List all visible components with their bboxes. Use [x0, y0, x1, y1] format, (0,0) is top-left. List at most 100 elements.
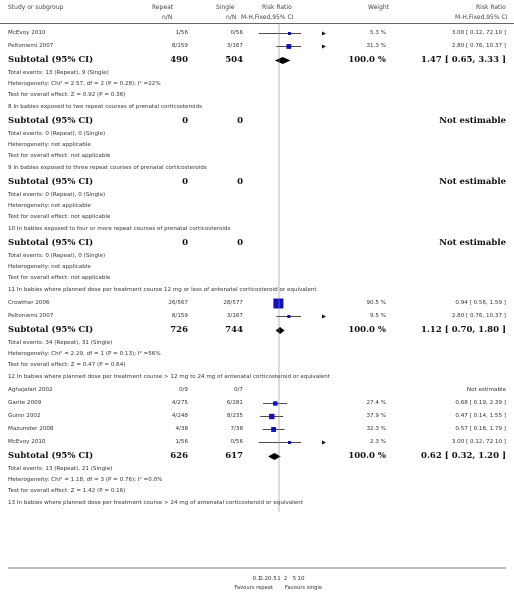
study-row: Peltoniemi 2007 8/159 3/167 9.5 % 2.80 [ 0.7… [0, 310, 514, 323]
study-point-estimate [269, 413, 275, 420]
subtotal-single-n: 0 [237, 116, 243, 126]
stat-text: Heterogeneity: not applicable [8, 142, 91, 148]
study-row: Guinn 2002 4/248 8/235 37.9 % 0.47 [ 0.14, 1… [0, 410, 514, 423]
subtotal-single-n: 617 [225, 451, 243, 461]
stat-text: Heterogeneity: Chi² = 2.29, df = 1 (P = … [8, 351, 161, 357]
stat-row: Heterogeneity: Chi² = 2.57, df = 2 (P = … [0, 79, 514, 90]
single-events: 7/38 [230, 426, 243, 432]
group-label: 8 In babies exposed to two repeat course… [8, 104, 203, 110]
x-tick-label: 5 [293, 576, 297, 582]
repeat-events: 4/275 [171, 400, 188, 406]
study-name: Peltoniemi 2007 [8, 43, 54, 49]
subtotal-repeat-n: 0 [182, 238, 188, 248]
ci-overflow-arrow [322, 44, 326, 49]
study-ci-text: 0.68 [ 0.19, 2.39 ] [455, 400, 506, 406]
stat-row: Test for overall effect: not applicable [0, 151, 514, 162]
stat-text: Heterogeneity: Chi² = 2.57, df = 2 (P = … [8, 81, 161, 87]
repeat-events: 8/159 [171, 43, 188, 49]
subtotal-ci-text: Not estimable [439, 116, 506, 126]
study-weight: 9.5 % [370, 313, 386, 319]
group-label: 13 In babies where planned dose per trea… [8, 500, 303, 506]
study-ci-text: 3.00 [ 0.12, 72.10 ] [451, 30, 506, 36]
stat-row: Total events: 0 (Repeat), 0 (Single) [0, 190, 514, 201]
subtotal-repeat-n: 0 [182, 116, 188, 126]
stat-text: Total events: 0 (Repeat), 0 (Single) [8, 253, 106, 259]
repeat-events: 26/567 [168, 300, 188, 306]
subtotal-ci-text: 1.47 [ 0.65, 3.33 ] [421, 55, 506, 65]
subtotal-label: Subtotal (95% CI) [8, 238, 94, 248]
group-label: 11 In babies where planned dose per trea… [8, 287, 317, 293]
study-weight: 90.5 % [366, 300, 386, 306]
col-rr2-header: Risk Ratio [476, 4, 506, 11]
group-label-row: 10 In babies exposed to four or more rep… [0, 223, 514, 236]
stat-row: Heterogeneity: not applicable [0, 262, 514, 273]
stat-text: Heterogeneity: Chi² = 1.18, df = 3 (P = … [8, 477, 163, 483]
single-events: 0/56 [230, 30, 243, 36]
study-ci-text: 2.80 [ 0.76, 10.37 ] [451, 43, 506, 49]
ci-overflow-arrow [322, 440, 326, 445]
subtotal-weight: 100.0 % [348, 451, 386, 461]
subtotal-label: Subtotal (95% CI) [8, 451, 94, 461]
col-single-header: Single [216, 4, 235, 11]
repeat-events: 8/159 [171, 313, 188, 319]
group-label-row: 8 In babies exposed to two repeat course… [0, 101, 514, 114]
study-name: Aghajafari 2002 [8, 387, 53, 393]
stat-text: Test for overall effect: not applicable [8, 153, 111, 159]
study-point-estimate [287, 441, 291, 444]
stat-text: Test for overall effect: Z = 0.92 (P = 0… [8, 92, 126, 98]
group-label-row: 13 In babies where planned dose per trea… [0, 497, 514, 510]
study-ci-text: Not estimable [466, 387, 506, 393]
repeat-nn-subheader: n/N [162, 14, 173, 21]
study-weight: 2.3 % [370, 439, 386, 445]
stat-row: Test for overall effect: not applicable [0, 273, 514, 284]
subtotal-single-n: 0 [237, 238, 243, 248]
single-events: 8/235 [226, 413, 243, 419]
single-events: 6/281 [226, 400, 243, 406]
x-tick-label: 0.5 [268, 576, 277, 582]
stat-text: Total events: 0 (Repeat), 0 (Single) [8, 131, 106, 137]
stat-text: Total events: 0 (Repeat), 0 (Single) [8, 192, 106, 198]
study-row: Garite 2009 4/275 6/281 27.4 % 0.68 [ 0.19, … [0, 397, 514, 410]
header-divider [0, 23, 514, 24]
subtotal-diamond [268, 453, 281, 460]
study-weight: 5.3 % [370, 30, 386, 36]
study-row: McEvoy 2010 1/56 0/56 2.3 % 3.00 [ 0.12, 72.… [0, 436, 514, 449]
subtotal-single-n: 744 [225, 325, 243, 335]
repeat-events: 4/38 [175, 426, 188, 432]
study-name: Mazumder 2008 [8, 426, 54, 432]
single-nn-subheader: n/N [226, 14, 237, 21]
subtotal-weight: 100.0 % [348, 55, 386, 65]
single-events: 3/167 [226, 43, 243, 49]
single-events: 0/56 [230, 439, 243, 445]
subtotal-single-n: 0 [237, 177, 243, 187]
group-label: 9 In babies exposed to three repeat cour… [8, 165, 207, 171]
group-label-row: 12 In babies where planned dose per trea… [0, 371, 514, 384]
subtotal-repeat-n: 0 [182, 177, 188, 187]
study-point-estimate [273, 298, 284, 309]
stat-text: Total events: 13 (Repeat), 9 (Single) [8, 70, 109, 76]
ci-overflow-arrow [322, 314, 326, 319]
subtotal-ci-text: Not estimable [439, 177, 506, 187]
study-weight: 37.9 % [366, 413, 386, 419]
stat-text: Heterogeneity: not applicable [8, 264, 91, 270]
subtotal-single-n: 504 [225, 55, 243, 65]
subtotal-ci-text: 0.62 [ 0.32, 1.20 ] [421, 451, 506, 461]
stat-row: Total events: 0 (Repeat), 0 (Single) [0, 129, 514, 140]
stat-row: Test for overall effect: not applicable [0, 212, 514, 223]
stat-text: Test for overall effect: Z = 0.47 (P = 0… [8, 362, 126, 368]
rr-method-subheader: M-H,Fixed,95% CI [241, 14, 294, 21]
subtotal-diamond [275, 327, 285, 334]
repeat-events: 4/248 [171, 413, 188, 419]
stat-row: Heterogeneity: Chi² = 1.18, df = 3 (P = … [0, 475, 514, 486]
study-row: Peltoniemi 2007 8/159 3/167 31.3 % 2.80 [ 0.… [0, 40, 514, 53]
study-point-estimate [287, 32, 291, 35]
col-weight-header: Weight [368, 4, 389, 11]
stat-row: Total events: 13 (Repeat), 9 (Single) [0, 68, 514, 79]
ci-overflow-arrow [322, 31, 326, 36]
study-row: McEvoy 2010 1/56 0/56 5.3 % 3.00 [ 0.12, 72.… [0, 27, 514, 40]
study-weight: 32.3 % [366, 426, 386, 432]
table-header: Study or subgroup Repeat Single Risk Rat… [0, 0, 514, 24]
stat-text: Total events: 13 (Repeat), 21 (Single) [8, 466, 113, 472]
subtotal-row: Subtotal (95% CI) 626 617 100.0 % 0.62 [ 0.3… [0, 449, 514, 464]
